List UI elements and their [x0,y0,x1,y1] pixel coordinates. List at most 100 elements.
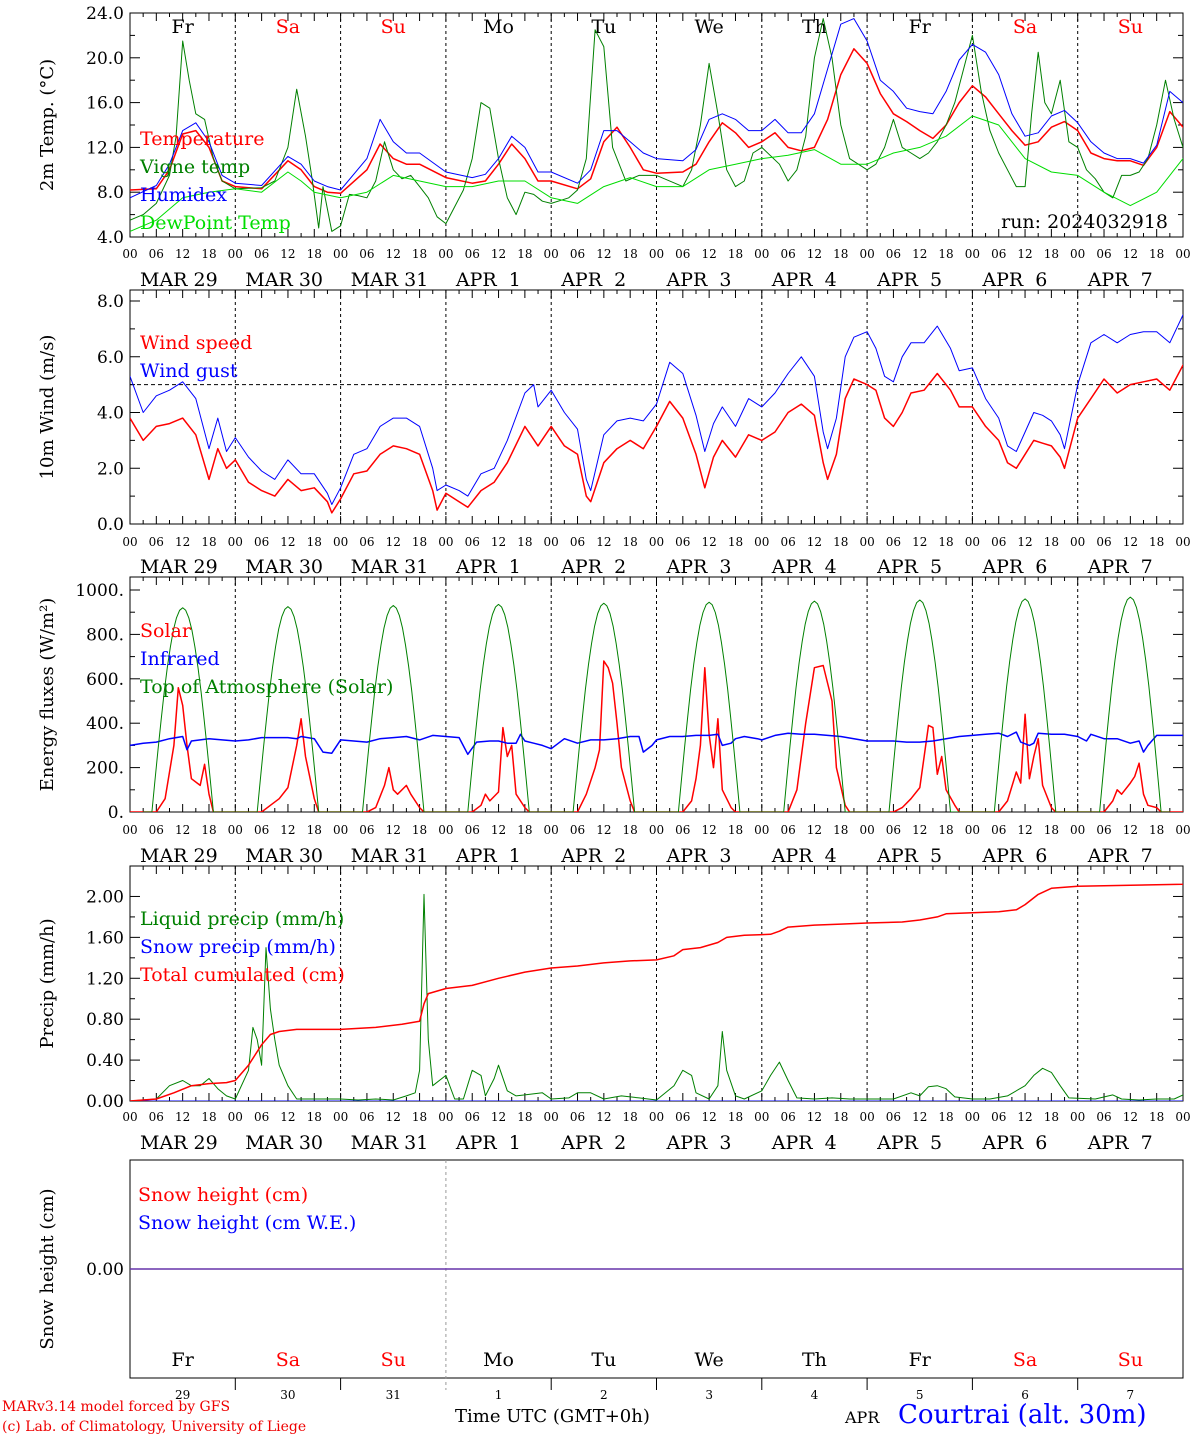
hour-tick-label: 00 [754,1110,769,1124]
hour-tick-label: 00 [544,823,559,837]
hour-tick-label: 00 [1175,1110,1190,1124]
hour-tick-label: 18 [201,535,216,549]
hour-tick-label: 00 [965,1110,980,1124]
hour-tick-label: 12 [912,823,927,837]
hour-tick-label: 00 [1175,823,1190,837]
hour-tick-label: 12 [596,1110,611,1124]
y-tick-label: 4.0 [97,404,124,424]
hour-tick-label: 00 [438,1110,453,1124]
date-label: MAR 29 [140,556,218,578]
hour-tick-label: 00 [1070,247,1085,261]
hour-tick-label: 12 [386,535,401,549]
hour-tick-label: 00 [1175,535,1190,549]
hour-tick-label: 06 [465,247,480,261]
hour-tick-label: 12 [491,247,506,261]
date-label: MAR 31 [351,556,429,578]
hour-tick-label: 18 [201,1110,216,1124]
hour-tick-label: 18 [623,1110,638,1124]
hour-tick-label: 18 [728,1110,743,1124]
legend-entry: Humidex [140,184,227,206]
hour-tick-label: 00 [965,535,980,549]
hour-tick-label: 06 [886,247,901,261]
hour-tick-label: 18 [1149,1110,1164,1124]
hour-tick-label: 12 [1123,247,1138,261]
date-label: APR 5 [876,1132,942,1154]
hour-tick-label: 12 [175,535,190,549]
hour-tick-label: 18 [412,823,427,837]
y-tick-label: 8.0 [97,292,124,312]
hour-tick-label: 06 [254,247,269,261]
hour-tick-label: 18 [1044,247,1059,261]
month-label: APR [845,1408,880,1427]
hour-tick-label: 06 [886,1110,901,1124]
hour-tick-label: 12 [912,247,927,261]
y-tick-label: 2.00 [86,887,124,907]
date-label: APR 1 [455,845,521,867]
hour-tick-label: 12 [280,823,295,837]
hour-tick-label: 06 [359,1110,374,1124]
hour-tick-label: 06 [780,247,795,261]
legend-entry: Liquid precip (mm/h) [140,908,344,930]
hour-tick-label: 12 [702,1110,717,1124]
legend-entry: Top of Atmosphere (Solar) [140,676,393,698]
series-line [143,596,1170,812]
hour-tick-label: 18 [412,535,427,549]
day-name-label: Tu [591,1349,616,1371]
date-label: APR 2 [560,845,626,867]
y-tick-label: 1.20 [86,969,124,989]
day-name-label: We [695,16,724,38]
hour-tick-label: 06 [991,823,1006,837]
hour-tick-label: 06 [149,247,164,261]
hour-tick-label: 18 [833,247,848,261]
day-name-label: Fr [172,16,195,38]
hour-tick-label: 06 [780,1110,795,1124]
hour-tick-label: 18 [833,535,848,549]
hour-tick-label: 12 [702,535,717,549]
hour-tick-label: 00 [333,535,348,549]
hour-tick-label: 12 [280,535,295,549]
hour-tick-label: 12 [596,823,611,837]
hour-tick-label: 00 [122,823,137,837]
day-name-label: Sa [276,1349,300,1371]
y-tick-label: 6.0 [97,348,124,368]
hour-tick-label: 12 [1123,535,1138,549]
hour-tick-label: 06 [991,1110,1006,1124]
hour-tick-label: 12 [702,823,717,837]
day-name-label: Th [802,1349,827,1371]
date-label: APR 3 [666,556,732,578]
y-tick-label: 8.0 [97,183,124,203]
day-number-label: 7 [1127,1388,1135,1402]
hour-tick-label: 00 [649,1110,664,1124]
y-tick-label: 0.00 [86,1260,124,1280]
date-label: APR 5 [876,845,942,867]
hour-tick-label: 06 [149,1110,164,1124]
y-tick-label: 200. [86,759,124,779]
date-label: APR 1 [455,269,521,291]
day-number-label: 30 [280,1388,295,1402]
y-tick-label: 800. [86,625,124,645]
y-axis-label: Precip (mm/h) [37,918,58,1048]
hour-tick-label: 12 [386,823,401,837]
hour-tick-label: 12 [1123,1110,1138,1124]
date-label: APR 2 [560,1132,626,1154]
hour-tick-label: 18 [1149,823,1164,837]
day-name-label: Su [381,16,406,38]
hour-tick-label: 18 [728,535,743,549]
hour-tick-label: 06 [886,823,901,837]
y-tick-label: 2.0 [97,459,124,479]
plot-area [130,883,1183,1101]
hour-tick-label: 18 [938,823,953,837]
hour-tick-label: 06 [991,247,1006,261]
hour-tick-label: 18 [833,1110,848,1124]
series-line [130,18,1183,199]
hour-tick-label: 12 [702,247,717,261]
hour-tick-label: 00 [965,823,980,837]
day-name-label: Fr [909,1349,932,1371]
date-label: APR 4 [771,556,837,578]
date-label: APR 7 [1087,1132,1153,1154]
hour-tick-label: 00 [859,823,874,837]
hour-tick-label: 06 [780,535,795,549]
hour-tick-label: 06 [465,823,480,837]
date-label: APR 7 [1087,556,1153,578]
